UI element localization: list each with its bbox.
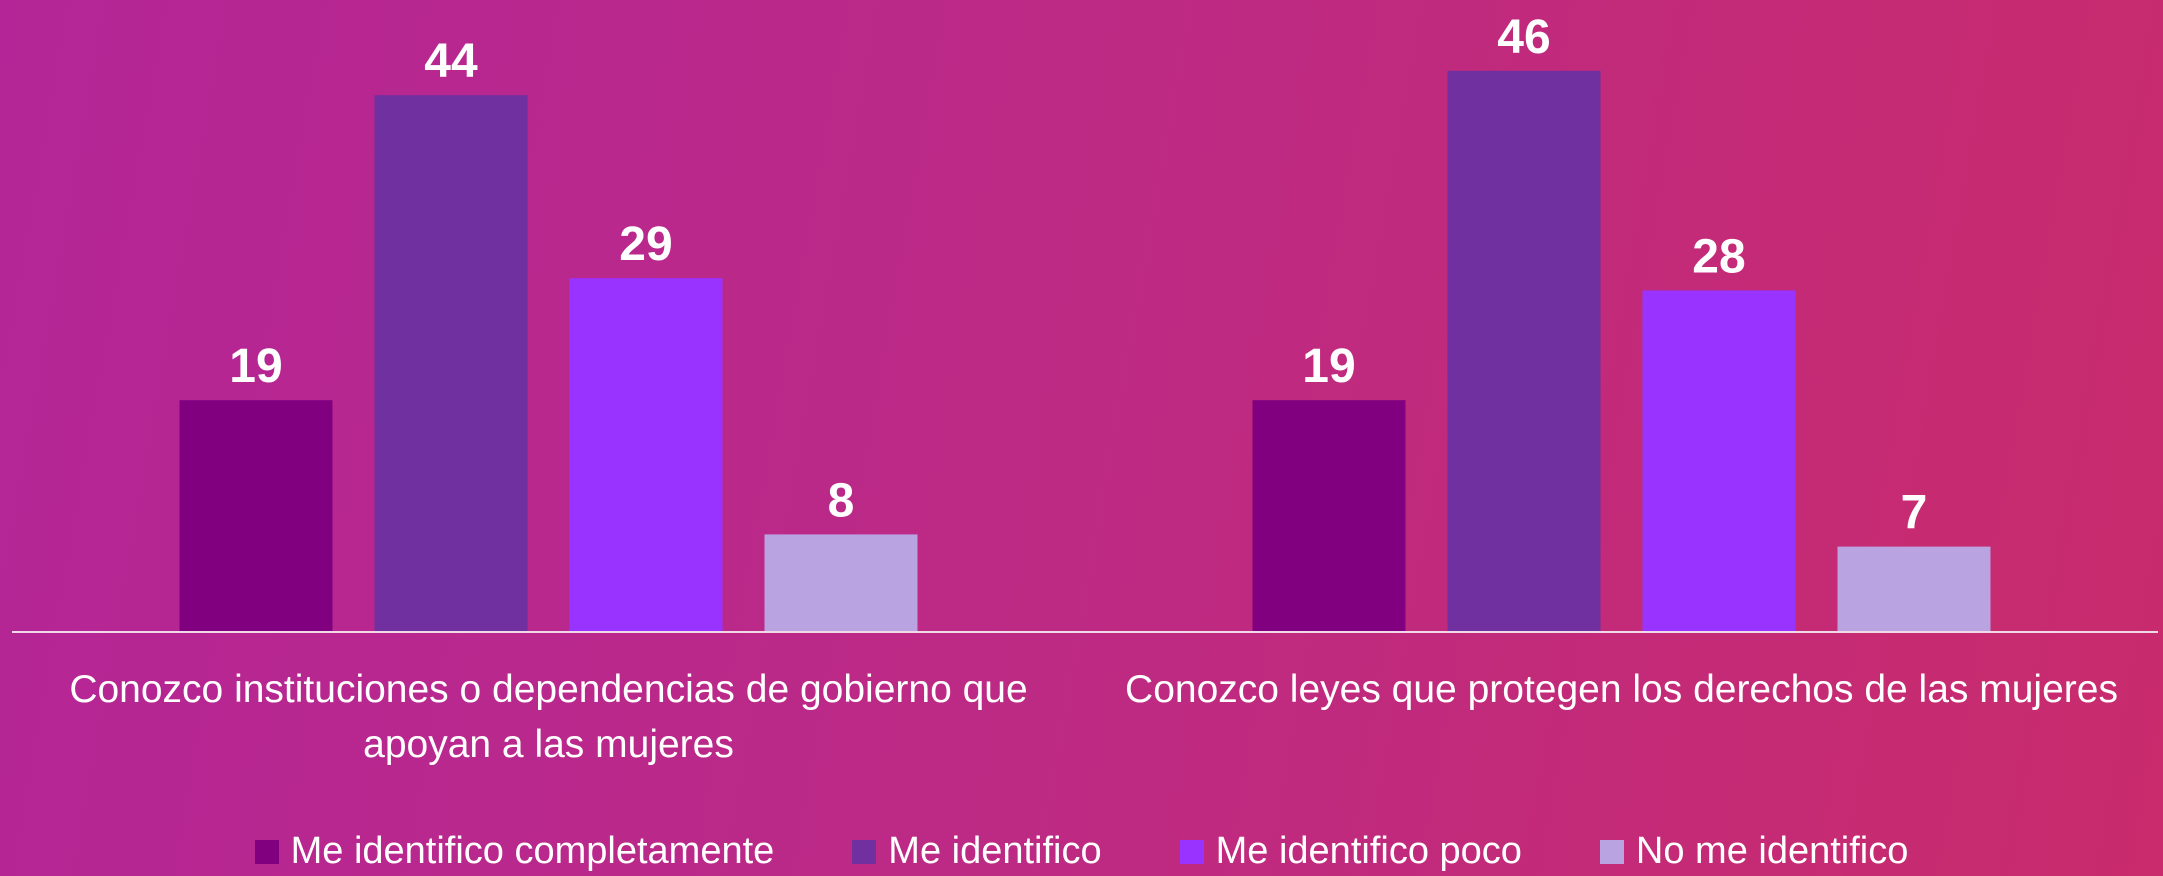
legend-swatch [1179, 839, 1204, 864]
legend-label: Me identifico [888, 830, 1102, 872]
value-label: 8 [828, 474, 855, 527]
legend-swatch [254, 839, 279, 864]
legend-item: Me identifico poco [1179, 830, 1522, 873]
bar [1837, 546, 1991, 632]
category-label: Conozco leyes que protegen los derechos … [1125, 668, 2118, 711]
legend-label: Me identifico poco [1215, 830, 1522, 872]
bar [569, 278, 723, 632]
legend-label: Me identifico completamente [290, 830, 775, 872]
legend-swatch [852, 839, 877, 864]
value-label: 19 [229, 340, 282, 393]
legend-item: No me identifico [1599, 830, 1909, 873]
value-label: 28 [1692, 230, 1745, 283]
value-label: 44 [424, 35, 478, 88]
legend: Me identifico completamente Me identifico… [0, 830, 2163, 873]
category-label: Conozco instituciones o dependencias de … [69, 668, 1028, 766]
legend-item: Me identifico completamente [254, 830, 775, 873]
value-label: 29 [619, 218, 672, 271]
value-label: 19 [1302, 340, 1355, 393]
bar [764, 534, 918, 632]
legend-swatch [1599, 839, 1624, 864]
legend-item: Me identifico [852, 830, 1102, 873]
bar [1447, 70, 1601, 633]
bar [179, 400, 333, 632]
bar [1252, 400, 1406, 632]
bar [1642, 290, 1796, 632]
value-label: 46 [1497, 11, 1550, 64]
bar [374, 95, 528, 632]
value-label: 7 [1901, 487, 1928, 540]
legend-label: No me identifico [1635, 830, 1909, 872]
